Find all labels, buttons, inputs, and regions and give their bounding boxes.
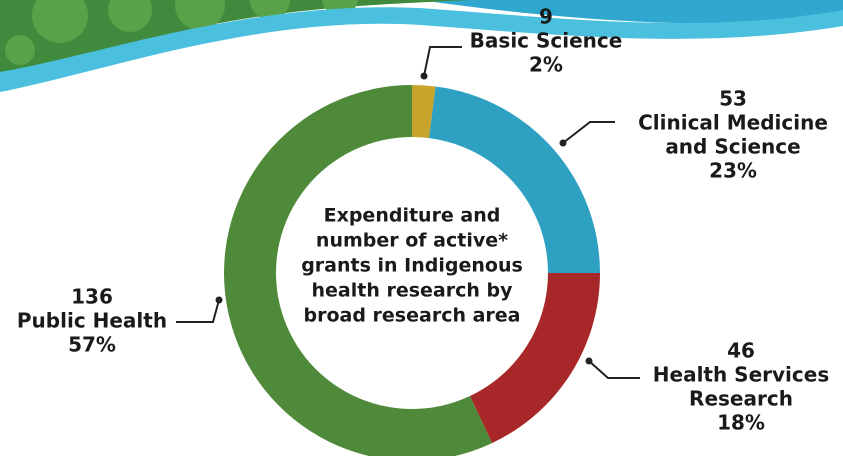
category-label: Health Services (653, 363, 829, 387)
leader-dot (586, 358, 593, 365)
center-title-line: grants in Indigenous (301, 255, 523, 277)
count-label: 46 (727, 339, 755, 363)
percent-label: 23% (709, 159, 757, 183)
count-label: 136 (71, 285, 113, 309)
chart: Expenditure and number of active* grants i… (0, 0, 843, 456)
center-title-line: Expenditure and (324, 205, 501, 227)
count-label: 53 (719, 87, 747, 111)
leader-line (176, 300, 219, 322)
center-title-line: broad research area (303, 305, 520, 327)
leader-dot (216, 297, 223, 304)
category-label: Clinical Medicine (638, 111, 828, 135)
leader-dot (560, 140, 567, 147)
center-title-line: health research by (311, 280, 513, 302)
category-label: Basic Science (470, 29, 623, 53)
category-label: and Science (665, 135, 800, 159)
leader-line (563, 122, 615, 143)
category-label: Public Health (17, 309, 167, 333)
center-title-line: number of active* (316, 230, 508, 252)
percent-label: 2% (529, 53, 563, 77)
center-title: Expenditure and number of active* grants i… (301, 205, 523, 327)
percent-label: 18% (717, 411, 765, 435)
leader-dot (421, 73, 428, 80)
leader-line (589, 361, 640, 378)
page: {"chart_data": {"type": "donut", "title_… (0, 0, 843, 456)
percent-label: 57% (68, 333, 116, 357)
leader-line (424, 47, 462, 76)
category-label: Research (689, 387, 793, 411)
count-label: 9 (539, 5, 553, 29)
